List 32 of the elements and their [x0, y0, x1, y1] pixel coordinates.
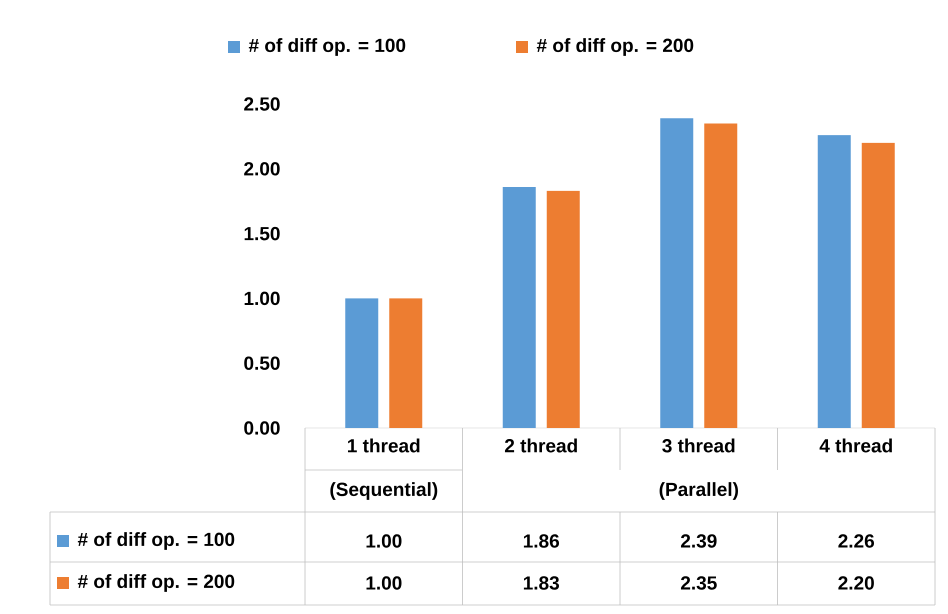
y-tick-label: 0.00 — [244, 421, 280, 435]
data-label: 1.86 — [524, 534, 560, 548]
y-tick-label: 0.50 — [244, 356, 280, 370]
bar — [546, 190, 580, 428]
data-label: 1.83 — [524, 576, 560, 590]
data-label: 2.35 — [680, 576, 717, 590]
x-tick-label: 2 thread — [504, 438, 577, 452]
x-tick-label: 1 thread — [348, 438, 420, 452]
text: # of diff op. = 100 — [78, 532, 234, 550]
bar — [818, 135, 851, 428]
x-tick-label: 3 thread — [662, 438, 734, 453]
data-label: 1.00 — [366, 576, 402, 590]
bar — [345, 298, 378, 428]
bar — [862, 142, 895, 428]
data-label: 2.20 — [838, 576, 874, 590]
bar — [389, 298, 422, 428]
data-label: 1.00 — [366, 534, 402, 548]
bar — [502, 186, 536, 428]
y-tick-label: 1.50 — [244, 226, 280, 240]
text: (Parallel) — [660, 482, 738, 500]
bar — [704, 123, 738, 428]
y-tick-label: 2.50 — [244, 97, 280, 111]
legend-label: # of diff op. = 200 — [536, 38, 694, 56]
data-label: 2.26 — [838, 534, 874, 548]
text: (Sequential) — [330, 482, 438, 500]
legend-label: # of diff op. = 100 — [248, 38, 406, 56]
y-tick-label: 1.00 — [244, 292, 280, 306]
text: # of diff op. = 200 — [78, 574, 234, 592]
bar — [660, 118, 694, 428]
y-tick-label: 2.00 — [244, 162, 280, 176]
x-tick-label: 4 thread — [820, 438, 892, 452]
data-label: 2.39 — [680, 534, 717, 548]
